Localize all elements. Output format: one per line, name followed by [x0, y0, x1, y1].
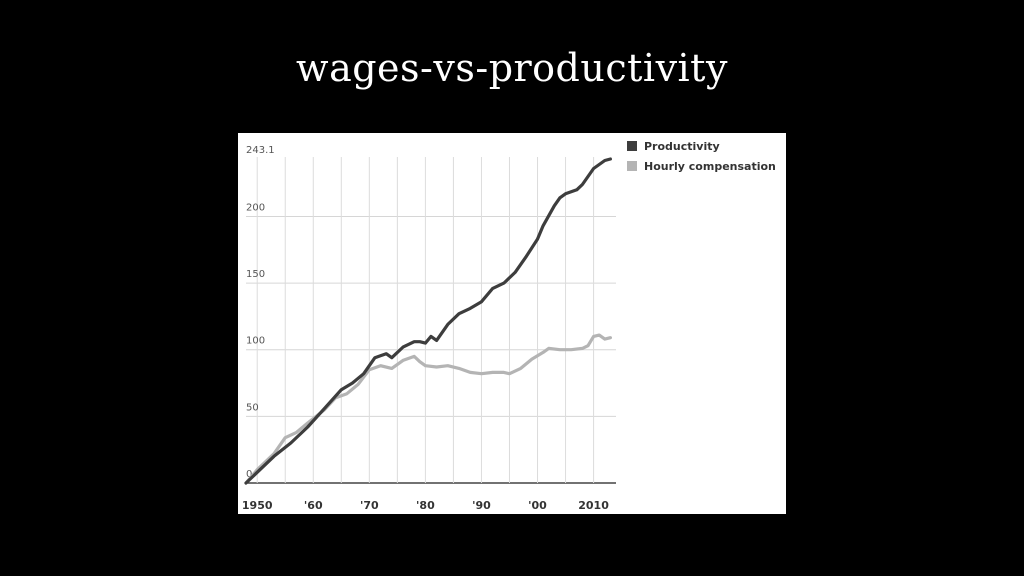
y-tick-label: 243.1 — [246, 145, 275, 156]
x-tick-label: '60 — [304, 499, 323, 512]
legend-swatch — [627, 141, 637, 151]
x-tick-label: '70 — [360, 499, 379, 512]
x-tick-label: '00 — [528, 499, 547, 512]
y-axis-ticks: 0 50 100 150 200 243.1 — [246, 145, 275, 480]
series-line-hourly-compensation — [244, 333, 612, 485]
y-tick-label: 150 — [246, 269, 265, 280]
y-tick-label: 50 — [246, 402, 259, 413]
x-axis-ticks: 1950 '60 '70 '80 '90 '00 2010 — [242, 499, 609, 512]
x-tick-label: 2010 — [578, 499, 609, 512]
series-line-productivity — [244, 157, 612, 485]
y-tick-label: 200 — [246, 202, 265, 213]
line-chart: 0 50 100 150 200 243.1 1950 '60 '70 '80 '90 '00 201… — [242, 140, 776, 512]
chart-panel: 0 50 100 150 200 243.1 1950 '60 '70 '80 '90 '00 201… — [238, 133, 786, 514]
slide-title: wages-vs-productivity — [296, 46, 728, 90]
legend-label: Hourly compensation — [644, 160, 776, 173]
y-tick-label: 100 — [246, 336, 265, 347]
series-lines — [244, 157, 612, 485]
x-tick-label: '80 — [416, 499, 435, 512]
legend: Productivity Hourly compensation — [627, 140, 776, 173]
y-tick-label: 0 — [246, 469, 252, 480]
x-tick-label: 1950 — [242, 499, 273, 512]
x-tick-label: '90 — [472, 499, 491, 512]
legend-swatch — [627, 161, 637, 171]
legend-label: Productivity — [644, 140, 720, 153]
